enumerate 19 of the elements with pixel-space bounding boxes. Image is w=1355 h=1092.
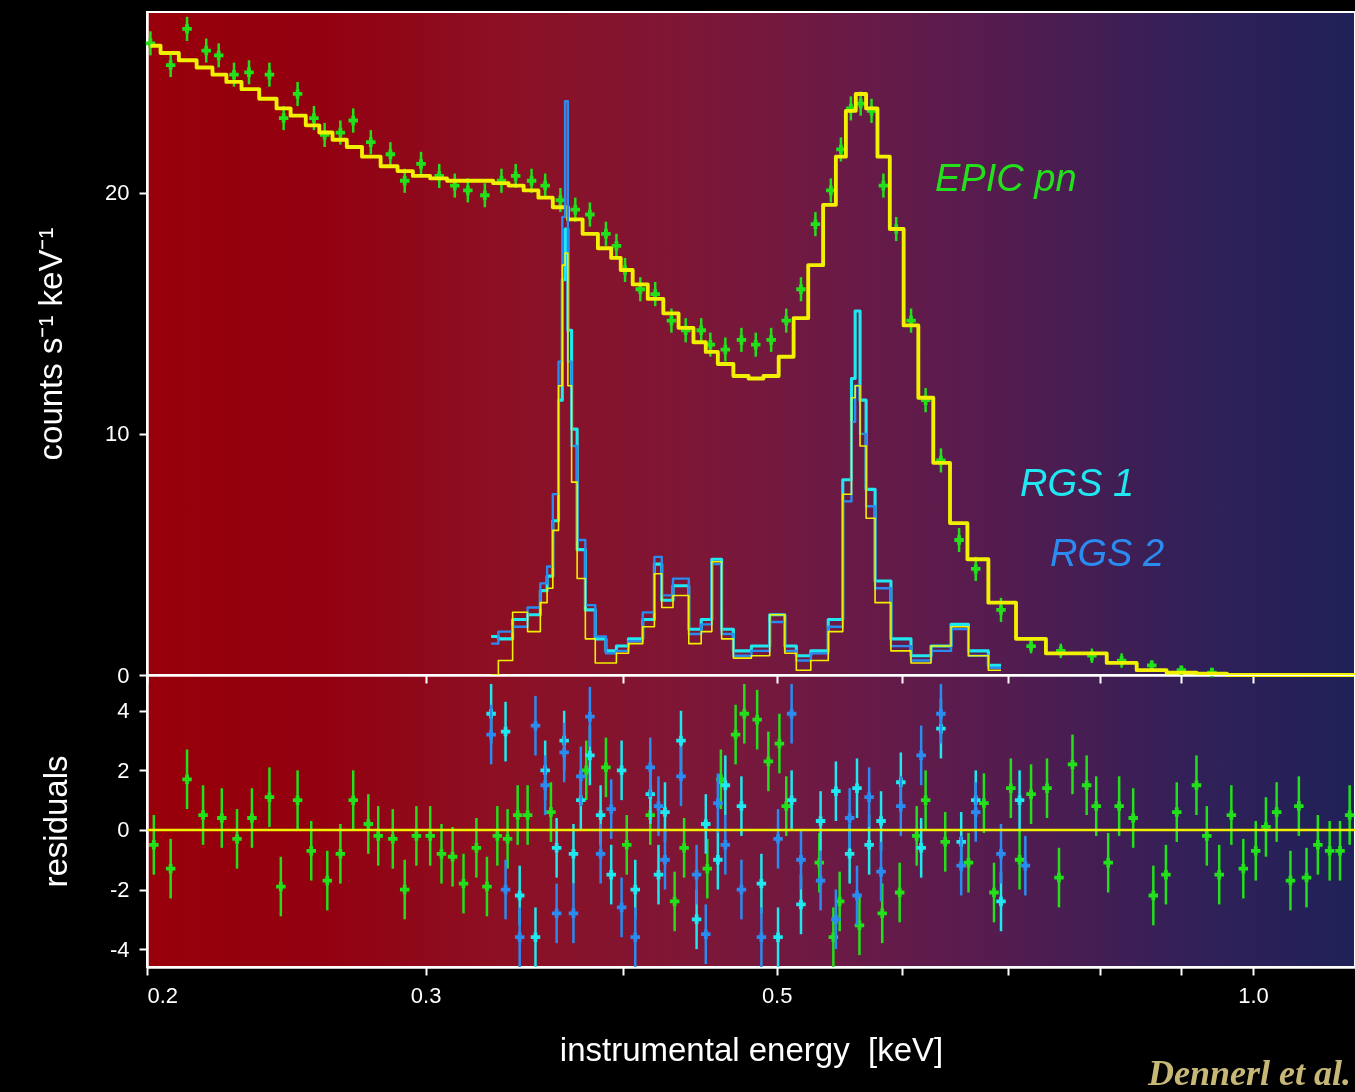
x-tick-label: 1.0 <box>1238 982 1269 1008</box>
y-axis-title: residuals <box>36 755 74 888</box>
y-tick-label: 0 <box>117 662 130 688</box>
y-tick-label: 10 <box>105 421 130 447</box>
x-tick-label: 0.5 <box>761 982 793 1008</box>
x-axis-title: instrumental energy [keV] <box>559 1030 944 1068</box>
x-tick-label: 0.3 <box>410 982 442 1008</box>
y-tick-label: -2 <box>109 877 130 903</box>
y-axis-title: counts s⁻¹ keV⁻¹ <box>32 227 70 461</box>
x-tick-label: 0.2 <box>147 982 179 1008</box>
series-label: EPIC pn <box>935 157 1077 199</box>
text: RGS 1 <box>1020 462 1135 504</box>
text: Dennerl et al. <box>1147 1053 1351 1092</box>
y-tick-label: 2 <box>117 757 130 783</box>
text: RGS 2 <box>1050 532 1165 574</box>
y-tick-label: -4 <box>109 936 130 962</box>
y-tick-label: 4 <box>117 698 130 724</box>
y-tick-label: 20 <box>105 180 130 206</box>
y-tick-label: 0 <box>117 817 130 843</box>
